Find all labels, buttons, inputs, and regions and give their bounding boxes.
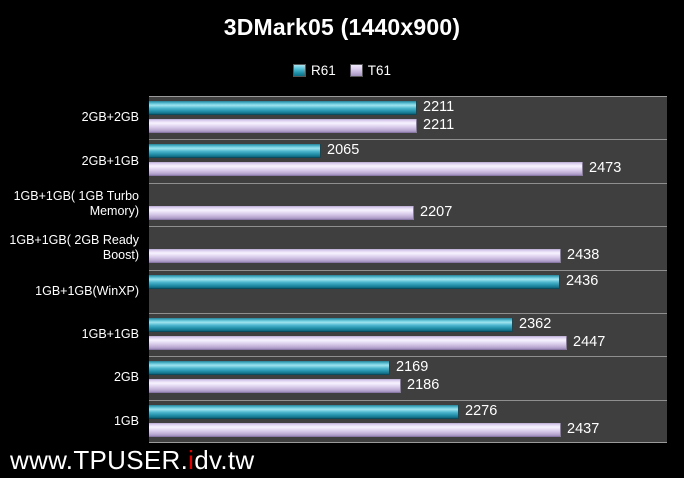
bar-value-r61: 2211 (423, 99, 455, 115)
legend-swatch-r61-icon (292, 64, 306, 77)
legend-swatch-t61-icon (349, 64, 363, 77)
bar-value-t61: 2473 (589, 160, 622, 177)
bar-row: 2065 2473 (149, 140, 667, 184)
site-watermark: www.TPUSER.idv.tw (10, 445, 254, 476)
bar-row: 2276 2437 (149, 401, 667, 444)
bar-value-t61: 2211 (423, 117, 455, 133)
category-label: 2GB (113, 370, 139, 385)
bar-value-r61: 2362 (519, 315, 552, 332)
bar-value-t61: 2447 (573, 333, 606, 350)
category-label: 1GB+1GB(WinXP) (35, 283, 139, 298)
bar-row: 2207 (149, 184, 667, 228)
category-label: 1GB (113, 413, 139, 428)
legend-label-r61: R61 (310, 63, 336, 78)
bar-row: 2438 (149, 227, 667, 271)
bar-row: 2211 2211 (149, 97, 667, 141)
category-label: 2GB+2GB (81, 110, 139, 125)
bar-t61 (149, 119, 417, 133)
chart-title: 3DMark05 (1440x900) (223, 14, 461, 40)
chart-legend: R61 T61 (0, 63, 684, 78)
bar-value-t61: 2207 (420, 203, 453, 220)
category-axis: 2GB+2GB 2GB+1GB 1GB+1GB( 1GB Turbo Memor… (0, 96, 145, 443)
plot-area: 2211 2211 2065 2473 2207 2438 2436 2362 … (149, 96, 667, 443)
bar-t61 (149, 379, 401, 394)
category-label: 1GB+1GB (81, 327, 139, 342)
bar-r61 (149, 404, 459, 419)
bar-r61 (149, 274, 560, 289)
bar-value-r61: 2169 (396, 359, 429, 376)
bar-t61 (149, 249, 561, 264)
legend-label-t61: T61 (367, 63, 392, 78)
bar-value-r61: 2436 (566, 272, 599, 289)
category-label: 1GB+1GB( 2GB Ready Boost) (9, 232, 139, 262)
bar-t61 (149, 162, 583, 177)
category-label: 2GB+1GB (81, 153, 139, 168)
bar-row: 2169 2186 (149, 357, 667, 401)
bar-r61 (149, 317, 513, 332)
bar-value-t61: 2437 (567, 420, 600, 437)
bar-value-r61: 2276 (465, 402, 498, 419)
bar-t61 (149, 205, 414, 220)
watermark-highlight: i (188, 445, 195, 475)
bar-row: 2436 (149, 271, 667, 314)
bar-value-t61: 2438 (567, 247, 600, 264)
category-label: 1GB+1GB( 1GB Turbo Memory) (13, 189, 139, 219)
bar-t61 (149, 422, 561, 437)
bar-value-t61: 2186 (407, 377, 440, 394)
watermark-prefix: www.TPUSER. (10, 445, 189, 475)
watermark-suffix: dv.tw (194, 445, 255, 475)
legend-item-r61: R61 (292, 63, 336, 78)
bar-r61 (149, 101, 417, 115)
legend-item-t61: T61 (349, 63, 392, 78)
bar-r61 (149, 361, 390, 376)
bar-t61 (149, 335, 567, 350)
bar-r61 (149, 144, 321, 159)
bar-value-r61: 2065 (327, 142, 360, 159)
bar-row: 2362 2447 (149, 314, 667, 358)
